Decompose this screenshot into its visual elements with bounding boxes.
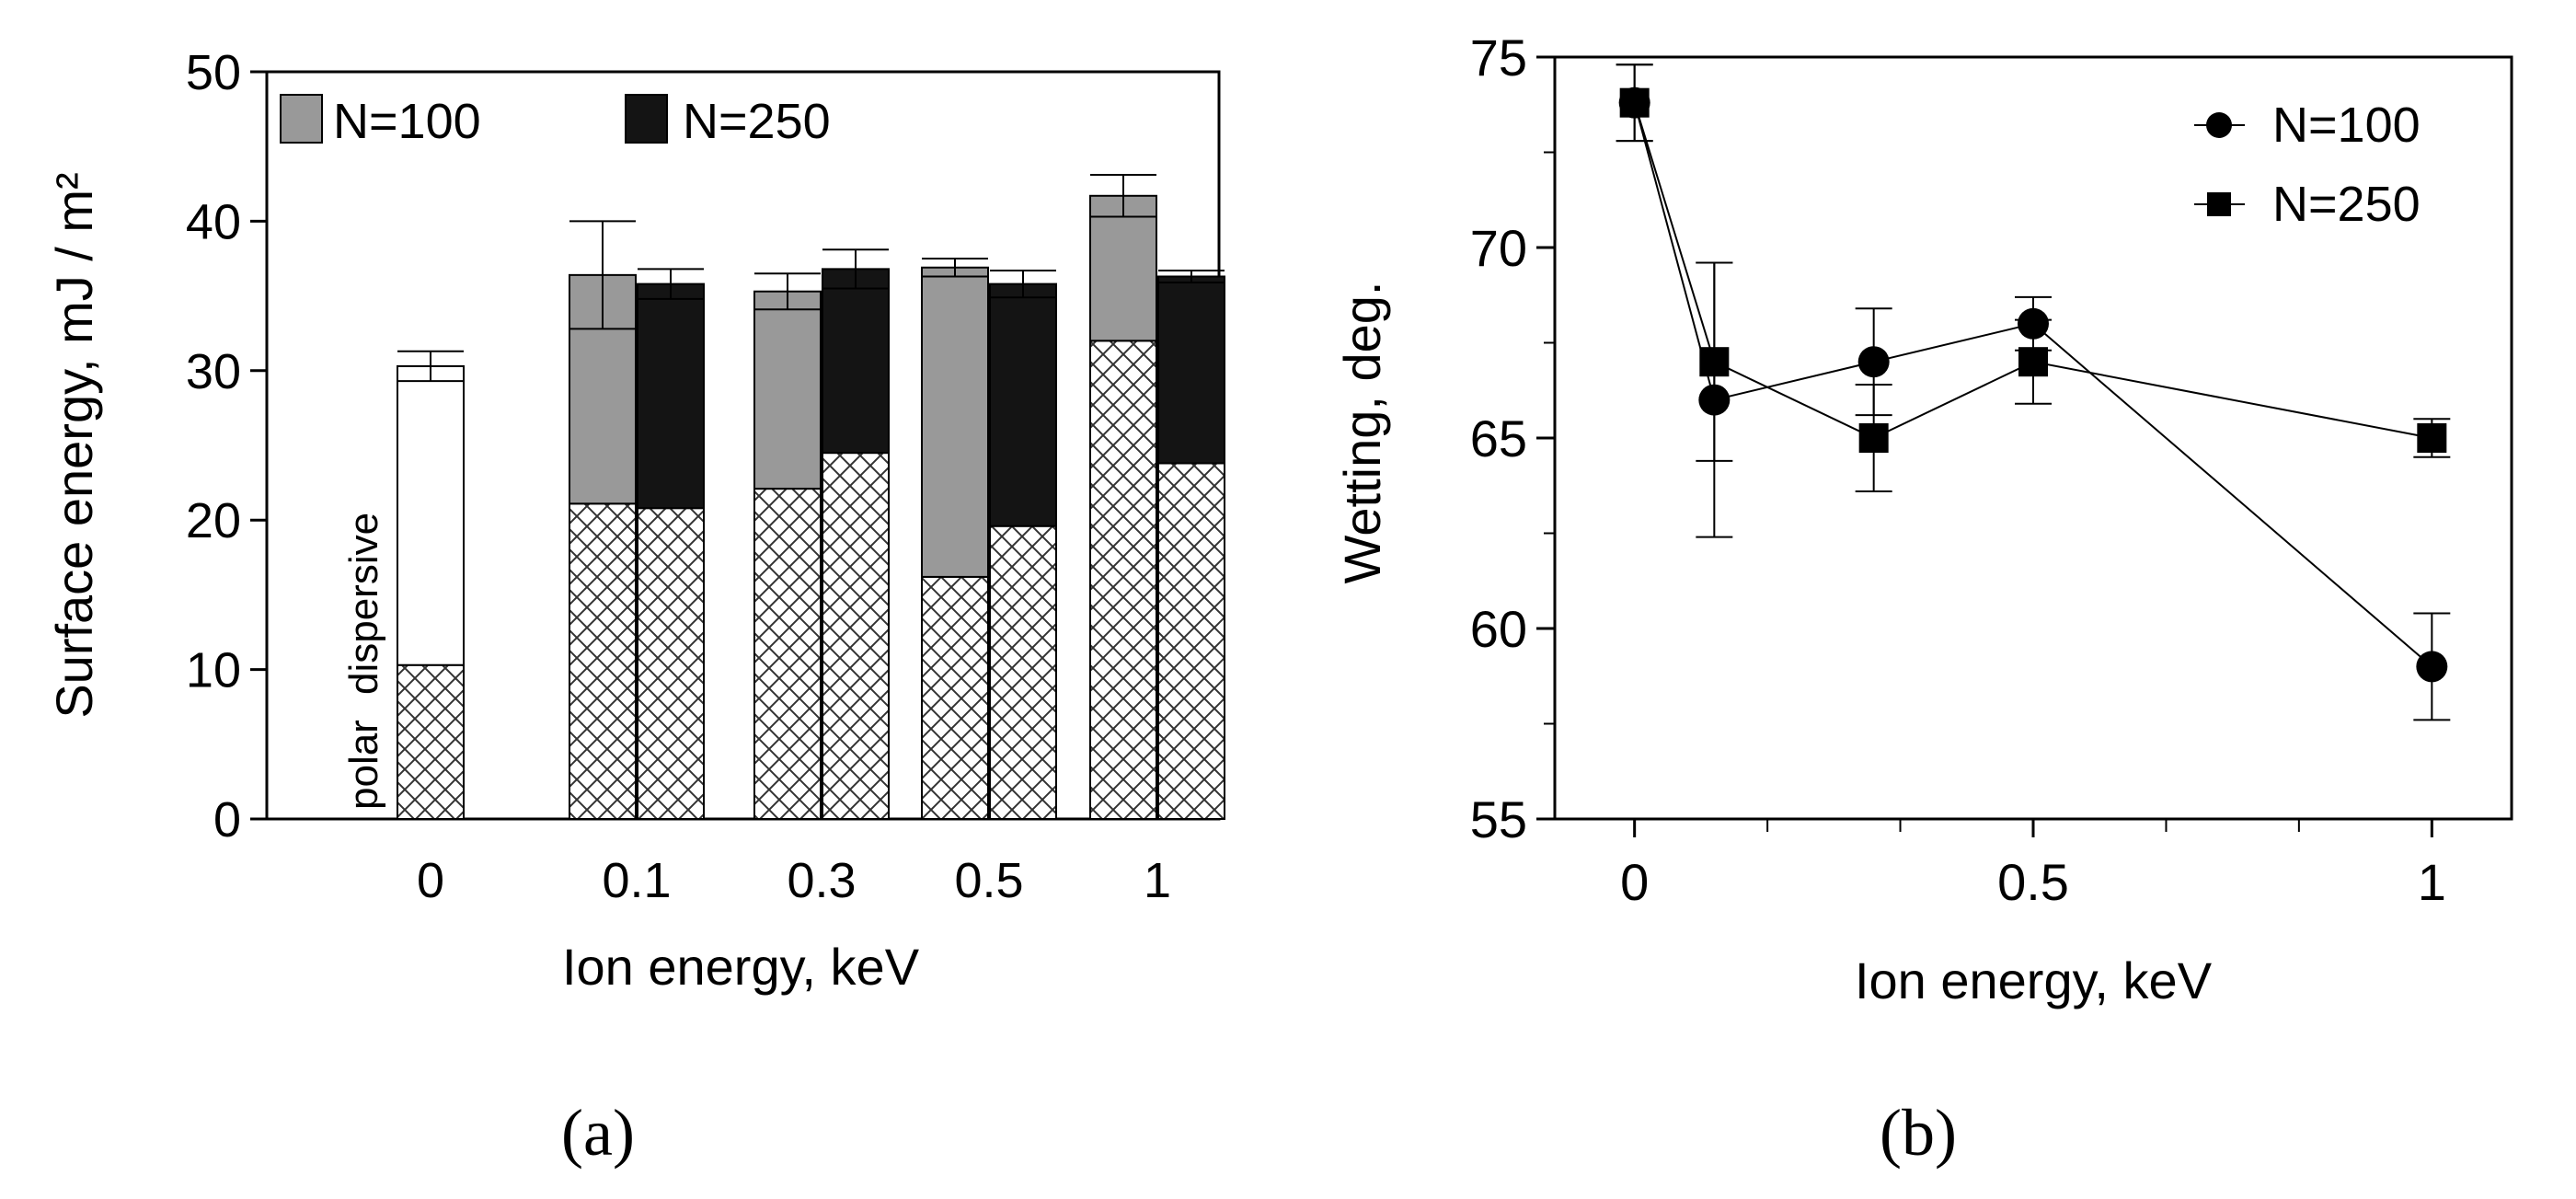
y-tick-label: 10 (186, 643, 241, 698)
chart-b-frame (1553, 55, 2513, 821)
data-point-N=250 (1699, 347, 1730, 377)
y-tick-label: 40 (186, 194, 241, 249)
y-tick-label: 75 (1470, 29, 1527, 86)
bar-polar-N=100 (1089, 340, 1157, 820)
error-bar-N=100 (754, 272, 821, 311)
bar-dispersive-N=250 (637, 282, 705, 510)
error-bar-N=250 (1158, 269, 1225, 283)
y-tick-label: 0 (213, 792, 241, 847)
legend-label-n100-b: N=100 (2272, 98, 2421, 153)
bar-reference-dispersive (397, 364, 465, 666)
polar-label: polar (341, 720, 386, 810)
chart-b-legend: N=100 N=250 (2194, 98, 2421, 232)
bar-dispersive-N=250 (822, 268, 890, 455)
y-tick-label: 50 (186, 45, 241, 100)
chart-b-y-axis-label: Wetting, deg. (1333, 282, 1391, 584)
error-bar-N=100 (569, 220, 636, 330)
error-bar-N=250 (990, 269, 1056, 299)
bar-dispersive-N=100 (753, 290, 822, 490)
error-bar-N=100 (1090, 174, 1156, 218)
chart-a-x-ticks: 0 0.1 0.3 0.5 1 (417, 853, 1171, 908)
data-point-N=100 (1857, 346, 1890, 378)
legend-marker-circle (2206, 112, 2232, 138)
y-tick-label: 60 (1470, 600, 1527, 658)
data-point-N=250 (2018, 347, 2048, 377)
bar-polar-N=100 (753, 488, 822, 820)
error-bar-N=100 (922, 258, 988, 278)
chart-a-y-axis-label: Surface energy, mJ / m² (45, 172, 103, 718)
data-point-N=250 (1619, 87, 1650, 118)
x-tick-label: 1 (1144, 853, 1171, 908)
chart-a: 0 10 20 30 40 50 0 0.1 0.3 0.5 1 N=100 N=250 pola… (45, 45, 1225, 1170)
y-tick-label: 20 (186, 493, 241, 548)
chart-a-bars (397, 174, 1225, 821)
x-tick-label: 0.3 (787, 853, 856, 908)
error-bar-reference (397, 350, 464, 383)
data-point-N=100 (2416, 651, 2448, 683)
legend-swatch-n100 (280, 94, 323, 144)
data-point-N=250 (2417, 423, 2447, 453)
chart-b-y-ticks: 55 60 65 70 75 (1470, 29, 1555, 848)
chart-a-legend: N=100 N=250 (280, 94, 831, 149)
error-bar-N=250 (822, 248, 889, 290)
legend-swatch-n250 (625, 94, 668, 144)
bar-polar-N=250 (637, 507, 705, 820)
legend-label-n250-b: N=250 (2272, 177, 2421, 232)
chart-a-y-ticks: 0 10 20 30 40 50 (186, 45, 267, 847)
panel-b-label: (b) (1880, 1096, 1957, 1170)
x-tick-label: 1 (2418, 853, 2446, 911)
chart-b-series (1616, 63, 2451, 721)
bar-dispersive-N=250 (989, 282, 1057, 527)
legend-label-n250: N=250 (683, 94, 831, 149)
chart-a-x-axis-label: Ion energy, keV (562, 938, 920, 996)
error-bar-N=250 (638, 268, 704, 300)
bar-dispersive-N=250 (1157, 275, 1225, 465)
y-tick-label: 70 (1470, 219, 1527, 277)
bar-polar-N=100 (569, 502, 637, 820)
bar-reference-polar (397, 663, 465, 821)
chart-b-x-axis-label: Ion energy, keV (1855, 951, 2213, 1009)
panel-a-label: (a) (561, 1096, 635, 1170)
y-tick-label: 65 (1470, 409, 1527, 467)
bar-polar-N=250 (989, 525, 1057, 820)
x-tick-label: 0.5 (1997, 853, 2069, 911)
x-tick-label: 0.5 (954, 853, 1023, 908)
bar-dispersive-N=100 (921, 266, 989, 578)
x-tick-label: 0 (417, 853, 444, 908)
legend-marker-square (2207, 192, 2231, 216)
bar-polar-N=250 (822, 452, 890, 820)
chart-b-x-ticks: 0 0.5 1 (1620, 819, 2446, 911)
bar-polar-N=250 (1157, 462, 1225, 820)
y-tick-label: 30 (186, 344, 241, 399)
legend-label-n100: N=100 (333, 94, 481, 149)
x-tick-label: 0.1 (602, 853, 671, 908)
y-tick-label: 55 (1470, 790, 1527, 848)
x-tick-label: 0 (1620, 853, 1649, 911)
dispersive-label: dispersive (341, 513, 386, 695)
bar-polar-N=100 (921, 575, 989, 820)
data-point-N=250 (1858, 423, 1889, 453)
